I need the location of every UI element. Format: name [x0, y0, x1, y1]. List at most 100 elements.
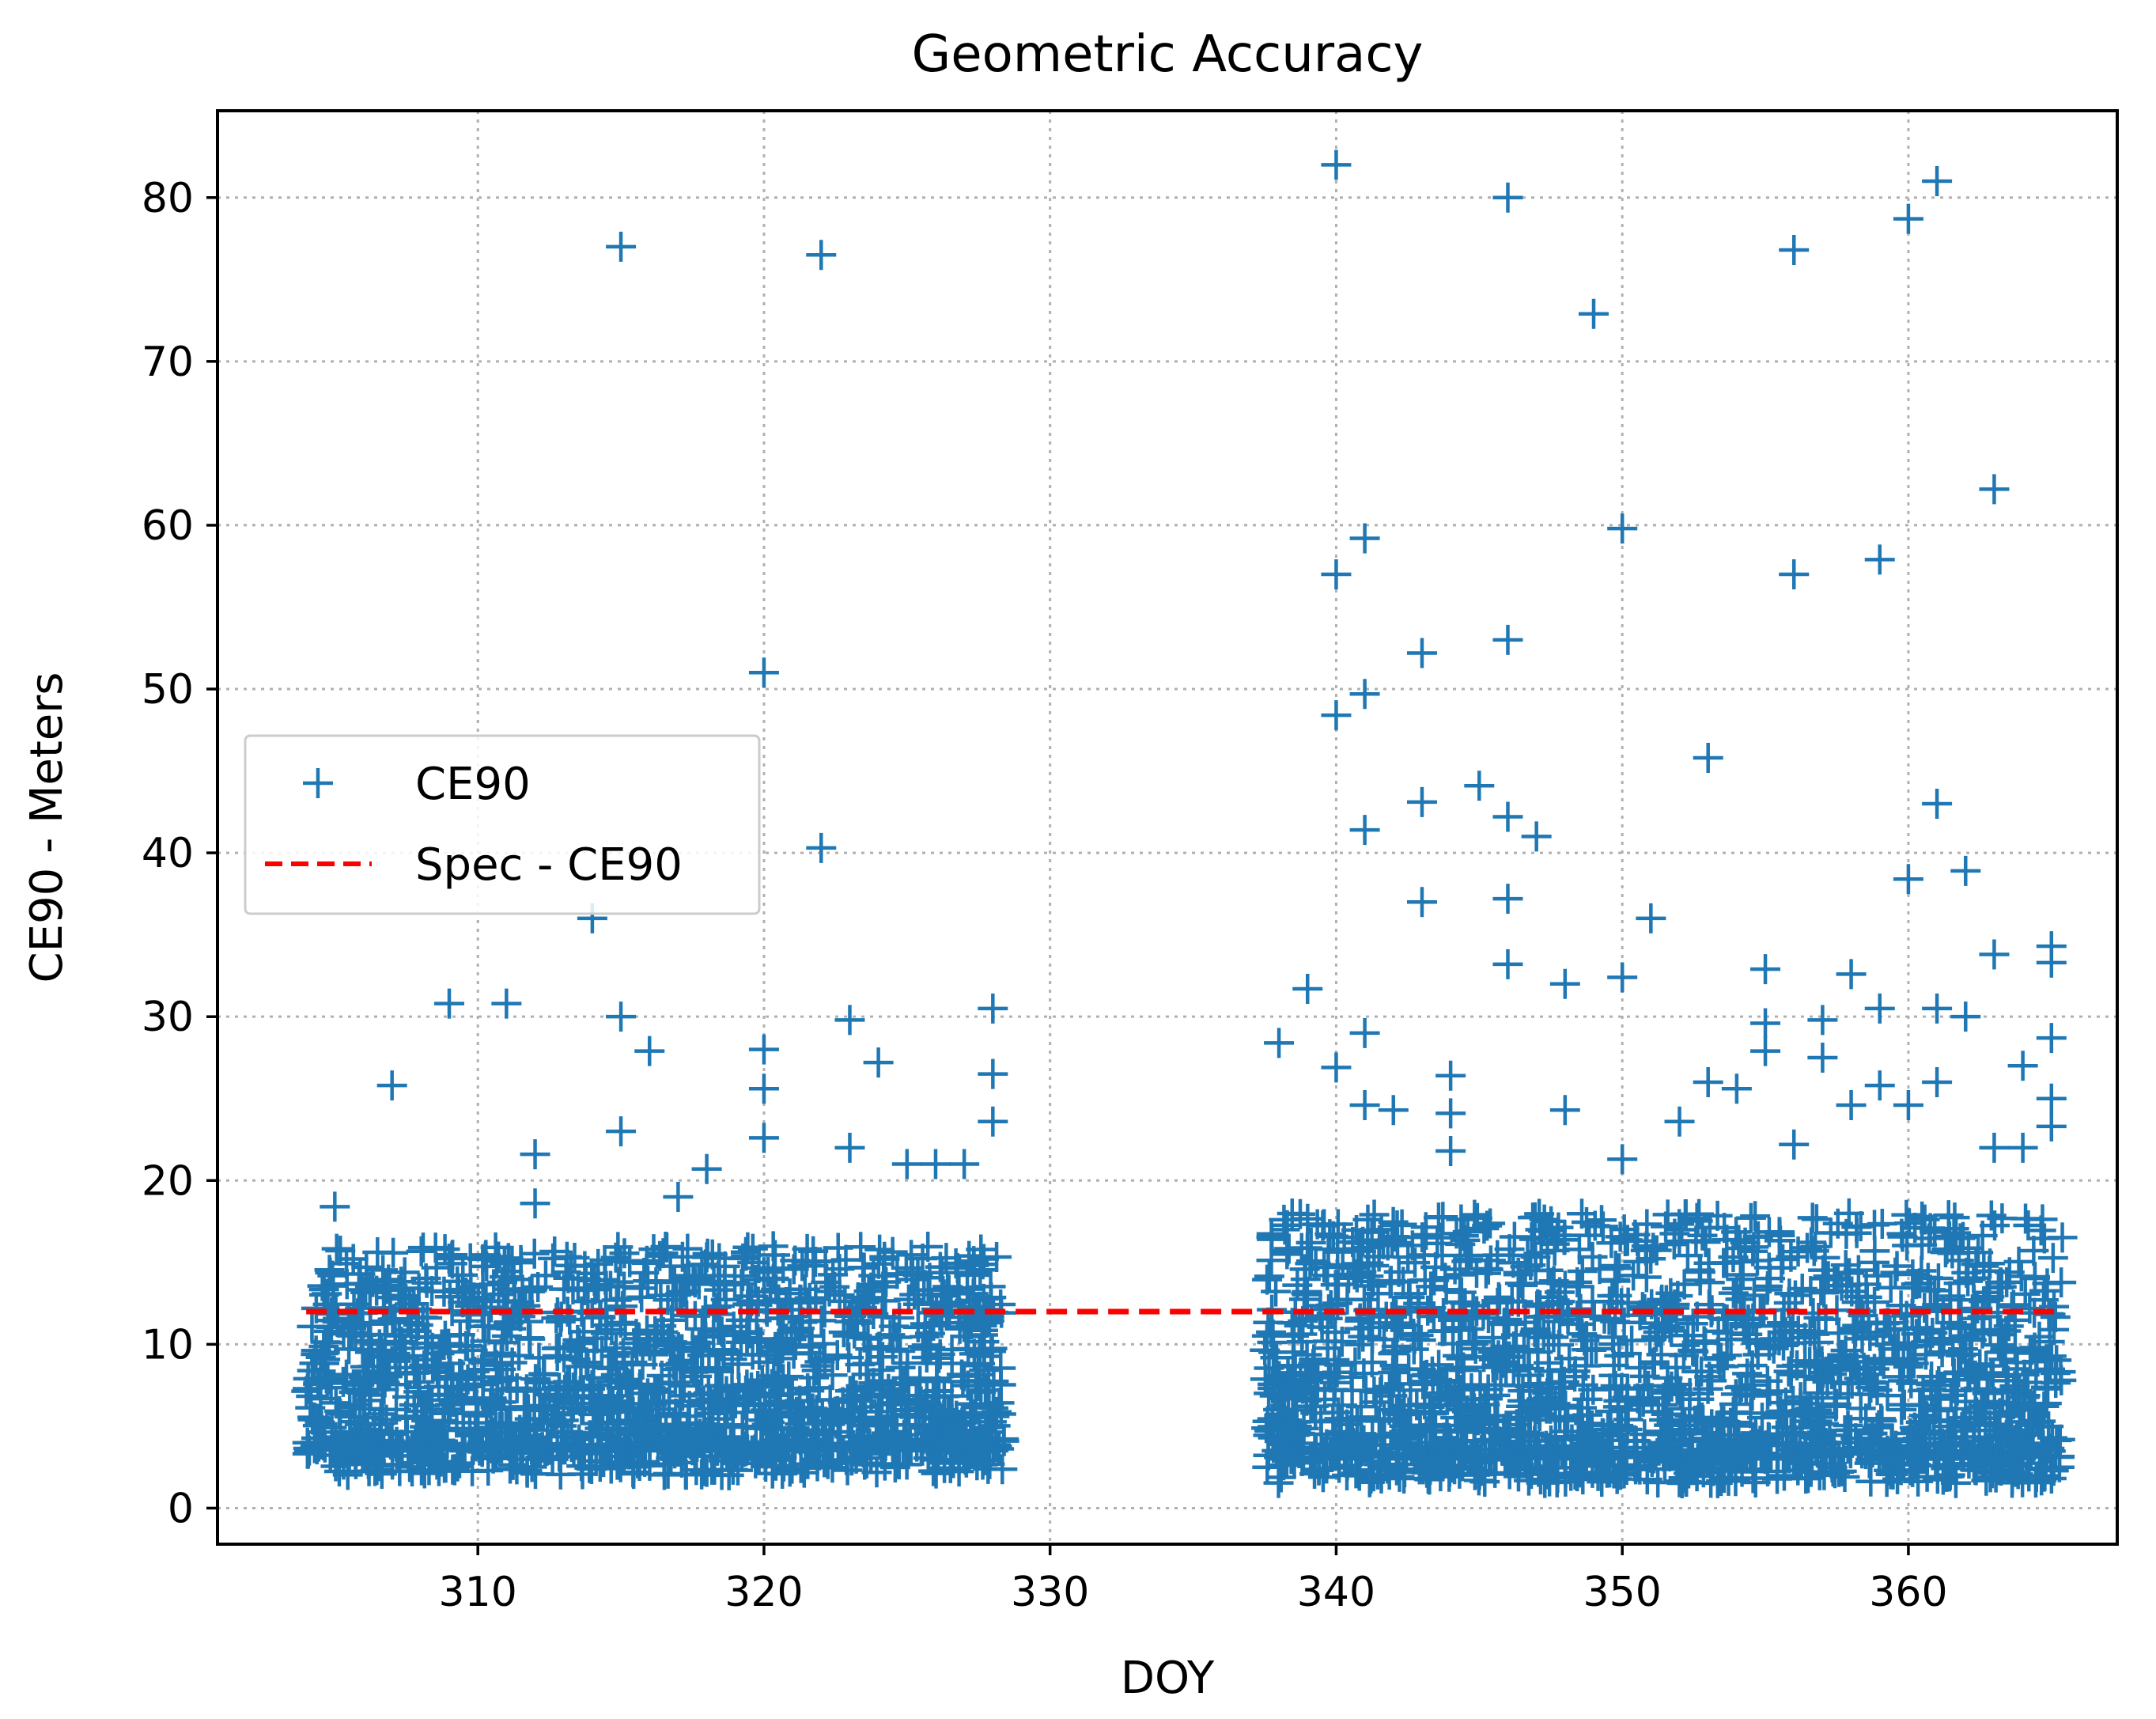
data-point — [1694, 1361, 1725, 1392]
data-point — [467, 1270, 498, 1301]
y-tick-label: 60 — [142, 502, 194, 550]
data-point — [1504, 1422, 1534, 1452]
data-point — [1545, 1402, 1575, 1433]
data-point — [2032, 1268, 2063, 1299]
data-point — [1513, 1335, 1544, 1365]
data-point — [293, 1438, 323, 1469]
data-point — [1572, 1335, 1602, 1365]
data-point — [888, 1431, 919, 1462]
data-point — [1422, 1228, 1453, 1259]
data-point — [762, 1365, 793, 1396]
data-point — [1553, 1304, 1583, 1335]
data-point — [489, 1248, 520, 1278]
data-point — [1411, 1416, 1442, 1447]
data-point — [381, 1394, 412, 1425]
data-point — [316, 1305, 347, 1336]
data-point — [1848, 1352, 1879, 1383]
data-point — [913, 1443, 944, 1474]
data-point — [589, 1245, 620, 1276]
data-point — [855, 1334, 886, 1365]
data-point — [1976, 1357, 2007, 1388]
data-point — [328, 1449, 359, 1480]
data-point — [1631, 1262, 1662, 1293]
data-point — [420, 1232, 451, 1263]
data-point — [1416, 1399, 1447, 1429]
data-point — [603, 1232, 634, 1263]
data-point — [771, 1323, 802, 1354]
data-point — [1499, 1221, 1530, 1252]
data-point — [633, 1401, 664, 1432]
data-point — [876, 1410, 907, 1441]
x-tick-label: 350 — [1583, 1569, 1662, 1616]
data-point — [618, 1459, 649, 1490]
data-point — [818, 1400, 849, 1431]
data-point — [441, 1407, 472, 1438]
data-point — [598, 1413, 629, 1444]
data-point — [477, 1385, 508, 1416]
data-point — [603, 1267, 634, 1297]
data-point — [1635, 1325, 1666, 1356]
data-point — [452, 1364, 483, 1395]
data-point — [1943, 1312, 1974, 1343]
data-point — [818, 1259, 849, 1290]
data-point — [1501, 1410, 1532, 1441]
data-point — [1672, 1320, 1703, 1351]
data-point — [783, 1401, 814, 1432]
y-tick-label: 40 — [142, 830, 194, 877]
data-point — [722, 1455, 753, 1486]
data-point — [403, 1273, 434, 1304]
data-point — [487, 1327, 518, 1358]
data-point — [374, 1274, 405, 1304]
data-point — [1460, 1327, 1491, 1357]
data-point — [1536, 1368, 1567, 1399]
data-point — [882, 1322, 913, 1353]
data-point — [1957, 1354, 1988, 1384]
data-point — [1273, 1380, 1303, 1410]
data-point — [682, 1361, 713, 1391]
data-point — [1855, 1373, 1886, 1403]
data-point — [959, 1291, 989, 1322]
data-point — [652, 1323, 683, 1354]
data-point — [1612, 1225, 1643, 1256]
data-point — [514, 1323, 545, 1354]
data-point — [1566, 1198, 1597, 1229]
data-point — [480, 1391, 511, 1422]
data-point — [932, 1396, 963, 1427]
data-point — [1483, 1282, 1514, 1312]
data-point — [1862, 1412, 1893, 1443]
data-point — [1933, 1200, 1964, 1231]
data-point — [953, 1334, 984, 1365]
data-point — [1324, 1350, 1355, 1380]
data-point — [1889, 1389, 1920, 1420]
data-point — [1638, 1232, 1669, 1263]
data-point — [737, 1233, 768, 1264]
data-point — [417, 1332, 448, 1363]
data-point — [625, 1273, 656, 1304]
data-point — [1604, 1340, 1635, 1371]
data-point — [812, 1448, 843, 1479]
legend: CE90 Spec - CE90 — [244, 734, 761, 915]
data-point — [911, 1380, 942, 1411]
data-point — [481, 1430, 512, 1460]
data-point — [1554, 1343, 1585, 1374]
data-point — [1489, 1307, 1520, 1338]
data-point — [1377, 1225, 1408, 1255]
data-point — [869, 1244, 900, 1274]
data-point — [1893, 1208, 1924, 1239]
data-point — [1727, 1259, 1758, 1290]
legend-label-ce90: CE90 — [415, 759, 531, 810]
data-point — [389, 1257, 420, 1288]
data-point — [1920, 1214, 1950, 1244]
data-point — [1765, 1220, 1795, 1251]
data-point — [1250, 1335, 1280, 1365]
data-point — [336, 1313, 367, 1344]
data-point — [1587, 1211, 1618, 1242]
data-point — [519, 1374, 550, 1405]
data-point — [361, 1275, 392, 1306]
y-axis-label: CE90 - Meters — [21, 672, 73, 983]
data-point — [709, 1270, 739, 1301]
data-point — [848, 1437, 879, 1468]
data-point — [907, 1243, 938, 1274]
data-point — [797, 1393, 828, 1424]
data-point — [1444, 1259, 1475, 1290]
